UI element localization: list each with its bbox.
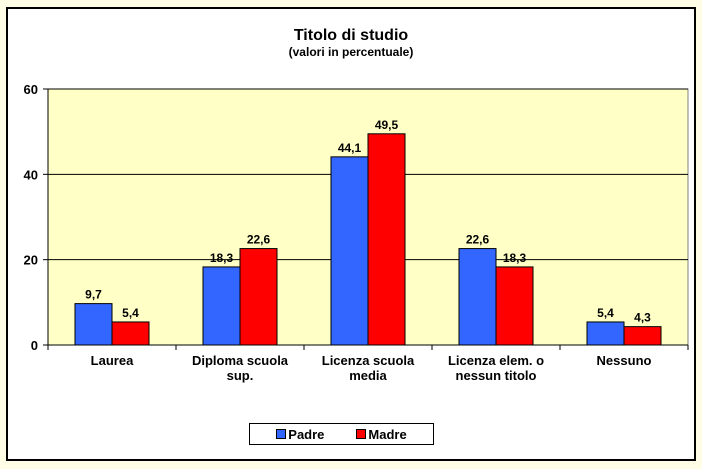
y-tick-label: 60 [24,82,38,97]
legend-swatch-madre-icon [356,429,367,439]
legend-item-madre: Madre [356,426,407,442]
x-category-label: media [349,368,387,383]
bar-madre [495,266,534,346]
chart-title: Titolo di studio [293,27,409,44]
y-tick-label: 40 [24,167,38,182]
bar-padre [458,248,497,346]
bar-madre [623,326,662,346]
bar-padre [330,156,369,346]
legend: Padre Madre [249,423,434,445]
data-label: 5,4 [122,306,139,320]
bar-madre [111,321,150,346]
x-category-label: Diploma scuola [192,353,289,368]
legend-item-padre: Padre [276,427,324,442]
y-tick-label: 0 [31,338,38,353]
data-label: 22,6 [247,233,271,247]
data-label: 49,5 [375,118,399,132]
y-tick-label: 20 [24,253,38,268]
x-category-label: Licenza elem. o [448,353,544,368]
x-category-label: sup. [227,368,254,383]
data-label: 18,3 [210,251,234,265]
legend-label-madre: Madre [368,426,407,442]
data-label: 44,1 [338,141,362,155]
x-category-label: Nessuno [597,353,652,368]
plot-area: 0 20 40 60 9,7 5,4 Laurea 18,3 22,6 Diploma scuol… [24,82,689,383]
data-label: 9,7 [85,288,102,302]
bar-padre [586,321,625,346]
data-label: 5,4 [597,306,614,320]
x-category-label: Laurea [91,353,134,368]
legend-label-padre: Padre [288,426,325,442]
data-label: 18,3 [503,251,527,265]
bar-madre [367,133,406,346]
data-label: 22,6 [466,233,490,247]
legend-swatch-padre-icon [276,429,287,439]
bar-padre [202,266,241,346]
x-category-label: nessun titolo [456,368,537,383]
chart-subtitle: (valori in percentuale) [288,45,414,59]
bar-padre [74,303,113,346]
data-label: 4,3 [634,311,651,325]
bar-madre [239,248,278,346]
x-category-label: Licenza scuola [322,353,415,368]
